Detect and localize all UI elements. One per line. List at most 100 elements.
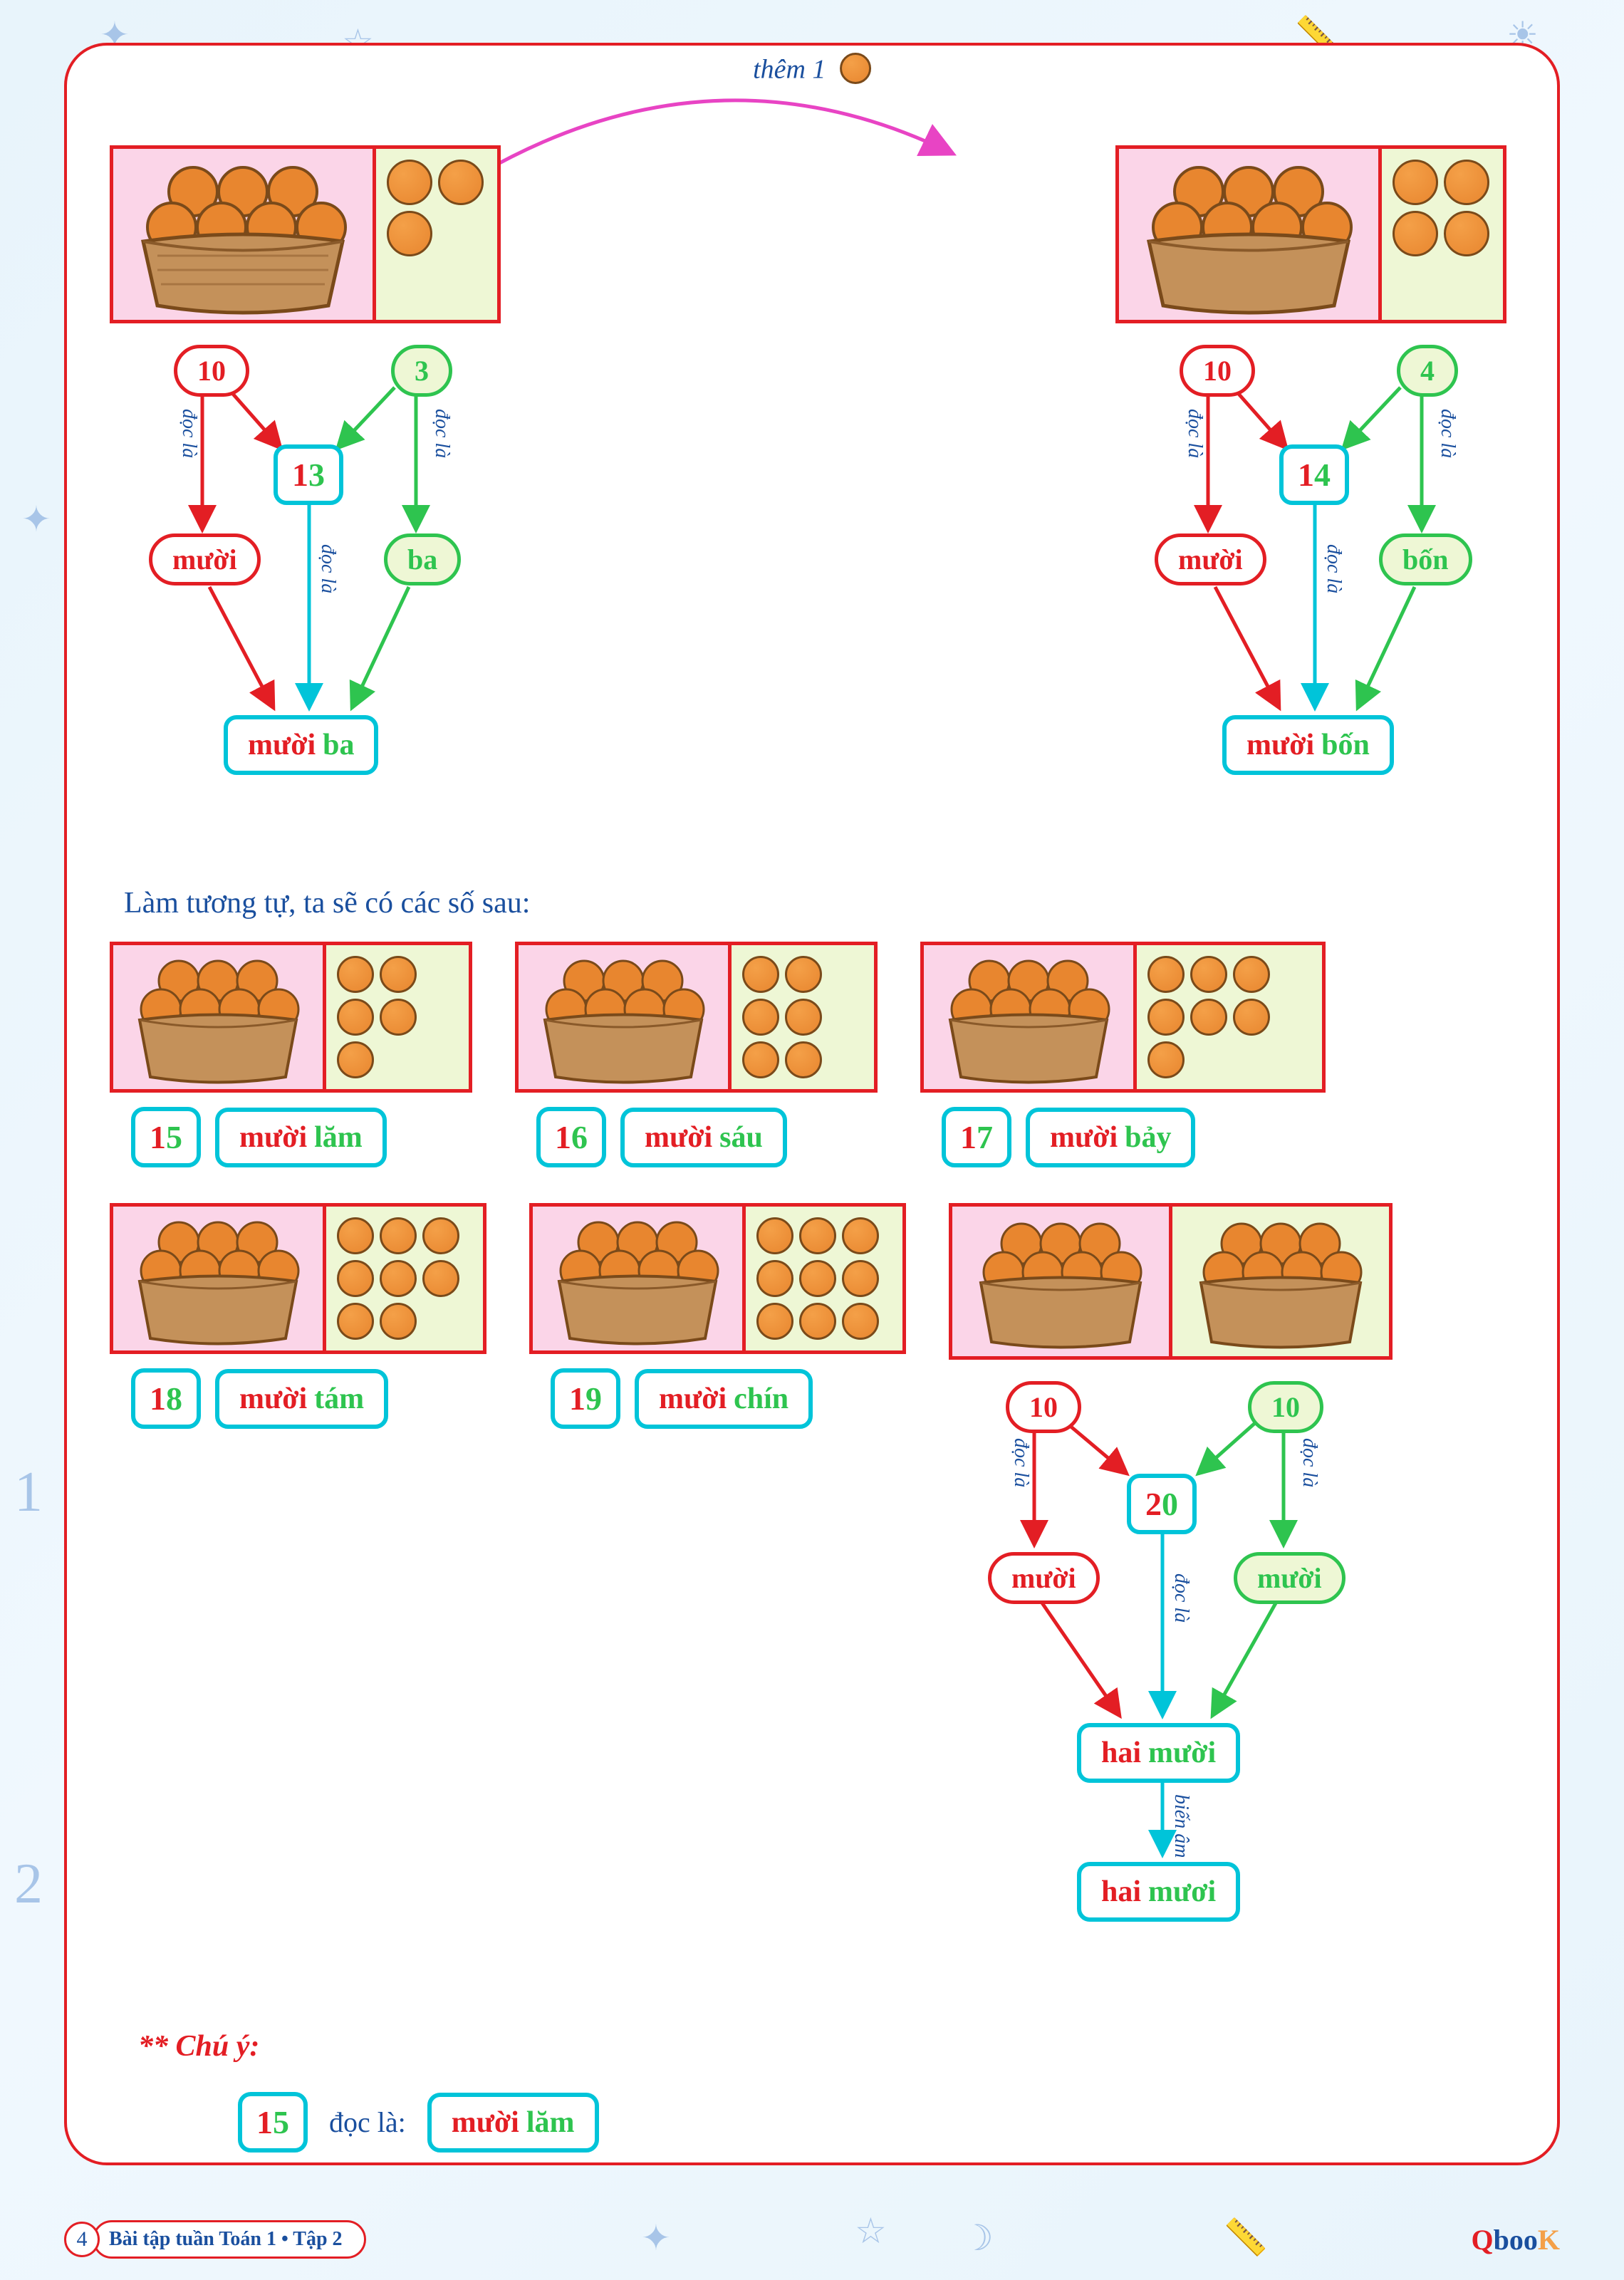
basket-icon [541, 1214, 734, 1349]
basket-icon [1128, 156, 1370, 320]
doodle-2: 2 [14, 1852, 43, 1917]
word-tens: mười [1155, 533, 1266, 585]
note-read: đọc là: [329, 2105, 406, 2139]
word-17: mườibảy [1026, 1108, 1195, 1167]
orange-icon [337, 1041, 374, 1078]
orange-icon [842, 1217, 879, 1254]
edge-label: đọc là [430, 409, 453, 458]
basket-group-20 [949, 1203, 1393, 1360]
orange-icon [742, 1041, 779, 1078]
footer-title: Bài tập tuần Toán 1 • Tập 2 [93, 2220, 366, 2259]
word-tens: mười [988, 1552, 1100, 1604]
item-18: 18 mườitám [110, 1203, 486, 1429]
diagram-20: 10 10 20 mười mười haimười haimươi đọc l… [949, 1203, 1376, 1987]
word-tens: mười [149, 533, 261, 585]
orange-icon [785, 1041, 822, 1078]
edge-label: biến âm [1170, 1794, 1192, 1858]
tens-pill: 10 [1180, 345, 1255, 397]
note-word: mườilăm [427, 2093, 599, 2153]
basket-icon [122, 952, 314, 1088]
full-word: haimươi [1077, 1862, 1240, 1922]
orange-icon [799, 1303, 836, 1340]
orange-icon [380, 956, 417, 993]
units-pill: 10 [1248, 1381, 1323, 1433]
page-number: 4 [64, 2222, 100, 2257]
orange-icon [742, 956, 779, 993]
orange-icon [1393, 211, 1438, 256]
basket-icon [122, 1214, 314, 1349]
full-word: mườibốn [1222, 715, 1394, 775]
diagram-14: 10 4 14 mười bốn mườibốn đọc là đọc là đ… [1115, 145, 1514, 858]
number-16: 16 [536, 1107, 606, 1167]
orange-icon [756, 1217, 793, 1254]
extras-19 [746, 1207, 902, 1350]
orange-icon [337, 956, 374, 993]
orange-icon [387, 211, 432, 256]
doodle-ruler2: 📏 [1224, 2217, 1268, 2259]
tens-pill: 10 [174, 345, 249, 397]
orange-icon [785, 956, 822, 993]
edge-label: đọc là [177, 409, 200, 458]
basket-icon [961, 1214, 1160, 1356]
orange-icon [1190, 956, 1227, 993]
word-18: mườitám [215, 1369, 388, 1429]
doodle-star2: ✦ [21, 499, 51, 540]
edge-label: đọc là [1436, 409, 1459, 458]
doodle-kite2: ✦ [641, 2217, 671, 2259]
item-15: 15 mườilăm [110, 942, 472, 1167]
extras-16 [732, 945, 874, 1089]
edge-label: đọc là [1170, 1573, 1192, 1623]
orange-icon [799, 1260, 836, 1297]
full-word: mườiba [224, 715, 378, 775]
section-text: Làm tương tự, ta sẽ có các số sau: [124, 886, 1514, 920]
orange-icon [742, 999, 779, 1036]
edge-label: đọc là [1183, 409, 1206, 458]
orange-icon [1444, 211, 1489, 256]
orange-icon [438, 160, 484, 205]
combined-number: 14 [1279, 444, 1349, 505]
orange-icon [1233, 999, 1270, 1036]
orange-icon [422, 1260, 459, 1297]
diagram-13: 10 3 13 mười ba mườiba đọc là đọc là đọc… [110, 145, 509, 858]
item-16: 16 mườisáu [515, 942, 878, 1167]
orange-icon [756, 1260, 793, 1297]
note-title: ** Chú ý: [138, 2029, 1514, 2063]
orange-icon [387, 160, 432, 205]
orange-icon [1393, 160, 1438, 205]
doodle-star3: ☆ [855, 2210, 887, 2252]
edge-label: đọc là [1322, 544, 1345, 593]
units-pill: 4 [1397, 345, 1458, 397]
page-frame: thêm 1 [64, 43, 1560, 2165]
orange-icon [1444, 160, 1489, 205]
number-17: 17 [942, 1107, 1011, 1167]
basket-icon [1181, 1214, 1380, 1356]
orange-icon [799, 1217, 836, 1254]
grid-row-1: 15 mườilăm 16 mườisáu 17 mườibảy [110, 942, 1514, 1167]
edge-label: đọc là [316, 544, 339, 593]
doodle-1: 1 [14, 1460, 43, 1525]
orange-icon [337, 1217, 374, 1254]
grid-row-2: 18 mườitám 19 mườichín [110, 1203, 1514, 1987]
word-16: mườisáu [620, 1108, 787, 1167]
orange-icon [380, 1217, 417, 1254]
basket-icon [932, 952, 1125, 1088]
orange-icon [785, 999, 822, 1036]
basket-icon [122, 156, 364, 320]
word-15: mườilăm [215, 1108, 387, 1167]
edge-label: đọc là [1009, 1438, 1032, 1487]
number-19: 19 [551, 1368, 620, 1429]
combined-number: 13 [274, 444, 343, 505]
number-15: 15 [131, 1107, 201, 1167]
orange-icon [337, 999, 374, 1036]
combined-number: 20 [1127, 1474, 1197, 1534]
extras-15 [326, 945, 469, 1089]
orange-icon [380, 1260, 417, 1297]
extras-17 [1137, 945, 1322, 1089]
number-18: 18 [131, 1368, 201, 1429]
footer: 4 Bài tập tuần Toán 1 • Tập 2 QbooK [64, 2220, 1560, 2259]
word-units: mười [1234, 1552, 1345, 1604]
orange-icon [337, 1303, 374, 1340]
mid-word: haimười [1077, 1723, 1240, 1783]
orange-icon [756, 1303, 793, 1340]
orange-icon [842, 1303, 879, 1340]
